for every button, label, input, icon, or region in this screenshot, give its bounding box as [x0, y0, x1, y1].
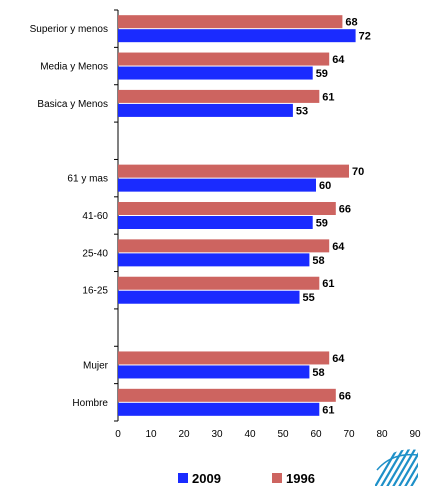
data-label-2009: 55 — [303, 292, 315, 304]
bar-1996 — [118, 388, 336, 402]
x-tick-label: 0 — [115, 429, 121, 440]
bar-2009 — [118, 402, 320, 416]
data-label-2009: 53 — [296, 105, 308, 117]
data-label-2009: 72 — [359, 31, 371, 43]
bar-2009 — [118, 216, 313, 229]
data-label-2009: 60 — [319, 180, 331, 192]
category-label: 41-60 — [82, 211, 108, 222]
x-tick-label: 40 — [244, 429, 256, 440]
data-label-1996: 64 — [332, 54, 345, 66]
data-label-2009: 59 — [316, 218, 328, 230]
data-label-1996: 66 — [339, 390, 351, 402]
category-label: 25-40 — [82, 248, 108, 259]
x-tick-label: 30 — [211, 429, 223, 440]
bar-2009 — [118, 365, 310, 379]
legend: 2009 1996 — [178, 471, 315, 486]
bar-1996 — [118, 52, 330, 66]
bar-2009 — [118, 178, 316, 192]
data-label-1996: 61 — [322, 91, 334, 103]
category-label: 16-25 — [82, 286, 108, 297]
bar-2009 — [118, 103, 293, 117]
data-label-2009: 59 — [316, 68, 328, 80]
x-tick-label: 60 — [310, 429, 322, 440]
x-tick-label: 90 — [409, 429, 421, 440]
data-label-1996: 61 — [322, 278, 334, 290]
data-label-2009: 61 — [322, 404, 334, 416]
bar-1996 — [118, 15, 343, 29]
bar-2009 — [118, 253, 310, 267]
legend-swatch-1996 — [272, 473, 282, 483]
bar-2009 — [118, 29, 356, 43]
x-tick-label: 80 — [376, 429, 388, 440]
bar-1996 — [118, 276, 320, 290]
bar-1996 — [118, 239, 330, 253]
x-tick-label: 20 — [178, 429, 190, 440]
category-label: Superior y menos — [30, 24, 108, 35]
data-label-1996: 66 — [339, 204, 351, 216]
category-label: Basica y Menos — [37, 99, 108, 110]
data-label-1996: 64 — [332, 241, 345, 253]
x-tick-label: 50 — [277, 429, 289, 440]
data-label-1996: 64 — [332, 353, 345, 365]
data-label-2009: 58 — [312, 255, 324, 267]
data-label-2009: 58 — [312, 367, 324, 379]
bar-1996 — [118, 202, 336, 215]
bar-1996 — [118, 164, 349, 178]
striped-wave-logo-icon — [375, 449, 419, 486]
category-label: 61 y mas — [67, 174, 108, 185]
bar-2009 — [118, 290, 300, 304]
x-tick-label: 10 — [145, 429, 157, 440]
legend-label-1996: 1996 — [286, 471, 315, 486]
bar-2009 — [118, 66, 313, 80]
category-label: Hombre — [72, 398, 108, 409]
data-label-1996: 68 — [345, 17, 357, 29]
bar-1996 — [118, 351, 330, 365]
legend-label-2009: 2009 — [192, 471, 221, 486]
category-label: Mujer — [83, 360, 109, 371]
bar-1996 — [118, 89, 320, 103]
x-tick-label: 70 — [343, 429, 355, 440]
category-label: Media y Menos — [40, 62, 108, 73]
data-label-1996: 70 — [352, 166, 364, 178]
legend-swatch-2009 — [178, 473, 188, 483]
